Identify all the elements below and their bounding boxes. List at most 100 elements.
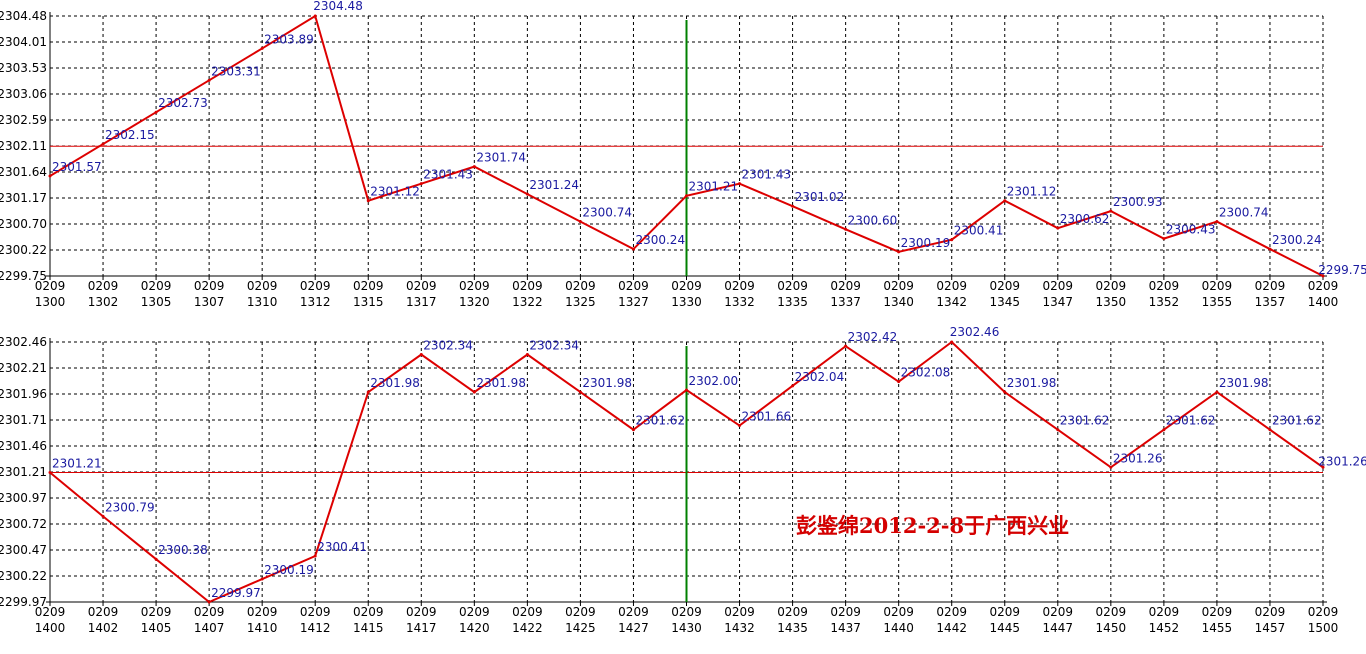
y-tick-label: 2300.22 — [0, 243, 47, 257]
x-tick-date: 0209 — [1255, 279, 1286, 293]
y-tick-label: 2304.01 — [0, 35, 47, 49]
x-tick-date: 0209 — [1149, 605, 1180, 619]
data-point — [950, 238, 954, 242]
data-label: 2301.21 — [52, 457, 102, 471]
y-tick-label: 2301.64 — [0, 165, 47, 179]
x-tick-time: 1342 — [936, 295, 967, 309]
data-point — [1109, 465, 1113, 469]
data-point — [366, 390, 370, 394]
data-point — [631, 428, 635, 432]
x-tick-time: 1500 — [1308, 621, 1339, 635]
data-point — [1162, 428, 1166, 432]
data-label: 2301.98 — [1007, 376, 1057, 390]
x-tick-time: 1422 — [512, 621, 543, 635]
x-tick-date: 0209 — [512, 605, 543, 619]
data-label: 2301.62 — [1060, 414, 1110, 428]
x-tick-date: 0209 — [1096, 279, 1127, 293]
x-tick-time: 1335 — [777, 295, 808, 309]
x-tick-time: 1400 — [1308, 295, 1339, 309]
x-tick-time: 1427 — [618, 621, 649, 635]
data-point — [154, 110, 158, 114]
x-tick-time: 1312 — [300, 295, 331, 309]
data-point — [844, 344, 848, 348]
data-point — [1162, 237, 1166, 241]
data-point — [685, 194, 688, 198]
x-tick-date: 0209 — [1308, 279, 1339, 293]
x-tick-date: 0209 — [406, 279, 437, 293]
y-tick-label: 2301.46 — [0, 439, 47, 453]
x-tick-date: 0209 — [141, 605, 172, 619]
x-tick-time: 1405 — [141, 621, 172, 635]
x-tick-date: 0209 — [406, 605, 437, 619]
x-tick-date: 0209 — [883, 279, 914, 293]
data-point — [791, 384, 795, 388]
x-tick-time: 1355 — [1202, 295, 1233, 309]
x-tick-time: 1347 — [1043, 295, 1074, 309]
x-tick-time: 1432 — [724, 621, 755, 635]
data-point — [1215, 220, 1219, 224]
data-label: 2301.62 — [1272, 414, 1322, 428]
data-point — [313, 554, 317, 558]
data-label: 2302.15 — [105, 128, 155, 142]
data-point — [48, 174, 52, 178]
x-tick-date: 0209 — [35, 279, 66, 293]
data-point — [1056, 428, 1060, 432]
data-label: 2301.62 — [635, 414, 685, 428]
x-tick-date: 0209 — [830, 279, 861, 293]
data-label: 2301.43 — [423, 168, 473, 182]
watermark-text: 彭鉴绵2012-2-8于广西兴业 — [796, 513, 1070, 538]
y-tick-label: 2301.21 — [0, 465, 47, 479]
x-tick-time: 1315 — [353, 295, 384, 309]
data-label: 2300.19 — [901, 236, 951, 250]
x-tick-date: 0209 — [512, 279, 543, 293]
x-tick-date: 0209 — [883, 605, 914, 619]
data-point — [101, 142, 105, 146]
data-point — [578, 390, 582, 394]
x-tick-time: 1305 — [141, 295, 172, 309]
data-label: 2300.24 — [635, 233, 685, 247]
data-point — [260, 46, 264, 50]
data-label: 2301.21 — [689, 180, 739, 194]
data-label: 2301.12 — [1007, 185, 1057, 199]
x-tick-time: 1317 — [406, 295, 437, 309]
y-tick-label: 2302.59 — [0, 113, 47, 127]
data-point — [1268, 428, 1272, 432]
data-label: 2301.98 — [476, 376, 526, 390]
x-tick-time: 1435 — [777, 621, 808, 635]
y-tick-label: 2302.46 — [0, 335, 47, 349]
data-point — [1003, 390, 1007, 394]
data-label: 2301.98 — [370, 376, 420, 390]
x-tick-date: 0209 — [1202, 279, 1233, 293]
x-tick-date: 0209 — [247, 279, 278, 293]
data-label: 2301.12 — [370, 185, 420, 199]
data-point — [472, 165, 476, 169]
data-label: 2300.19 — [264, 563, 314, 577]
data-label: 2301.62 — [1166, 414, 1216, 428]
x-tick-time: 1350 — [1096, 295, 1127, 309]
data-label: 2301.98 — [1219, 376, 1269, 390]
data-point — [313, 14, 317, 18]
y-tick-label: 2300.72 — [0, 517, 47, 531]
data-point — [101, 514, 105, 518]
data-label: 2301.02 — [795, 190, 845, 204]
data-label: 2300.43 — [1166, 223, 1216, 237]
data-label: 2301.74 — [476, 151, 526, 165]
x-tick-time: 1415 — [353, 621, 384, 635]
data-label: 2299.97 — [211, 586, 261, 600]
data-label: 2302.42 — [848, 330, 898, 344]
y-tick-label: 2301.17 — [0, 191, 47, 205]
data-point — [260, 577, 264, 581]
x-tick-date: 0209 — [1043, 279, 1074, 293]
data-point — [738, 182, 742, 186]
x-tick-time: 1447 — [1043, 621, 1074, 635]
x-tick-date: 0209 — [1096, 605, 1127, 619]
x-tick-date: 0209 — [777, 605, 808, 619]
y-tick-label: 2300.97 — [0, 491, 47, 505]
x-tick-time: 1322 — [512, 295, 543, 309]
x-tick-time: 1327 — [618, 295, 649, 309]
data-label: 2300.41 — [954, 224, 1004, 238]
x-tick-time: 1442 — [936, 621, 967, 635]
data-point — [844, 227, 848, 231]
x-tick-time: 1410 — [247, 621, 278, 635]
x-tick-date: 0209 — [724, 605, 755, 619]
